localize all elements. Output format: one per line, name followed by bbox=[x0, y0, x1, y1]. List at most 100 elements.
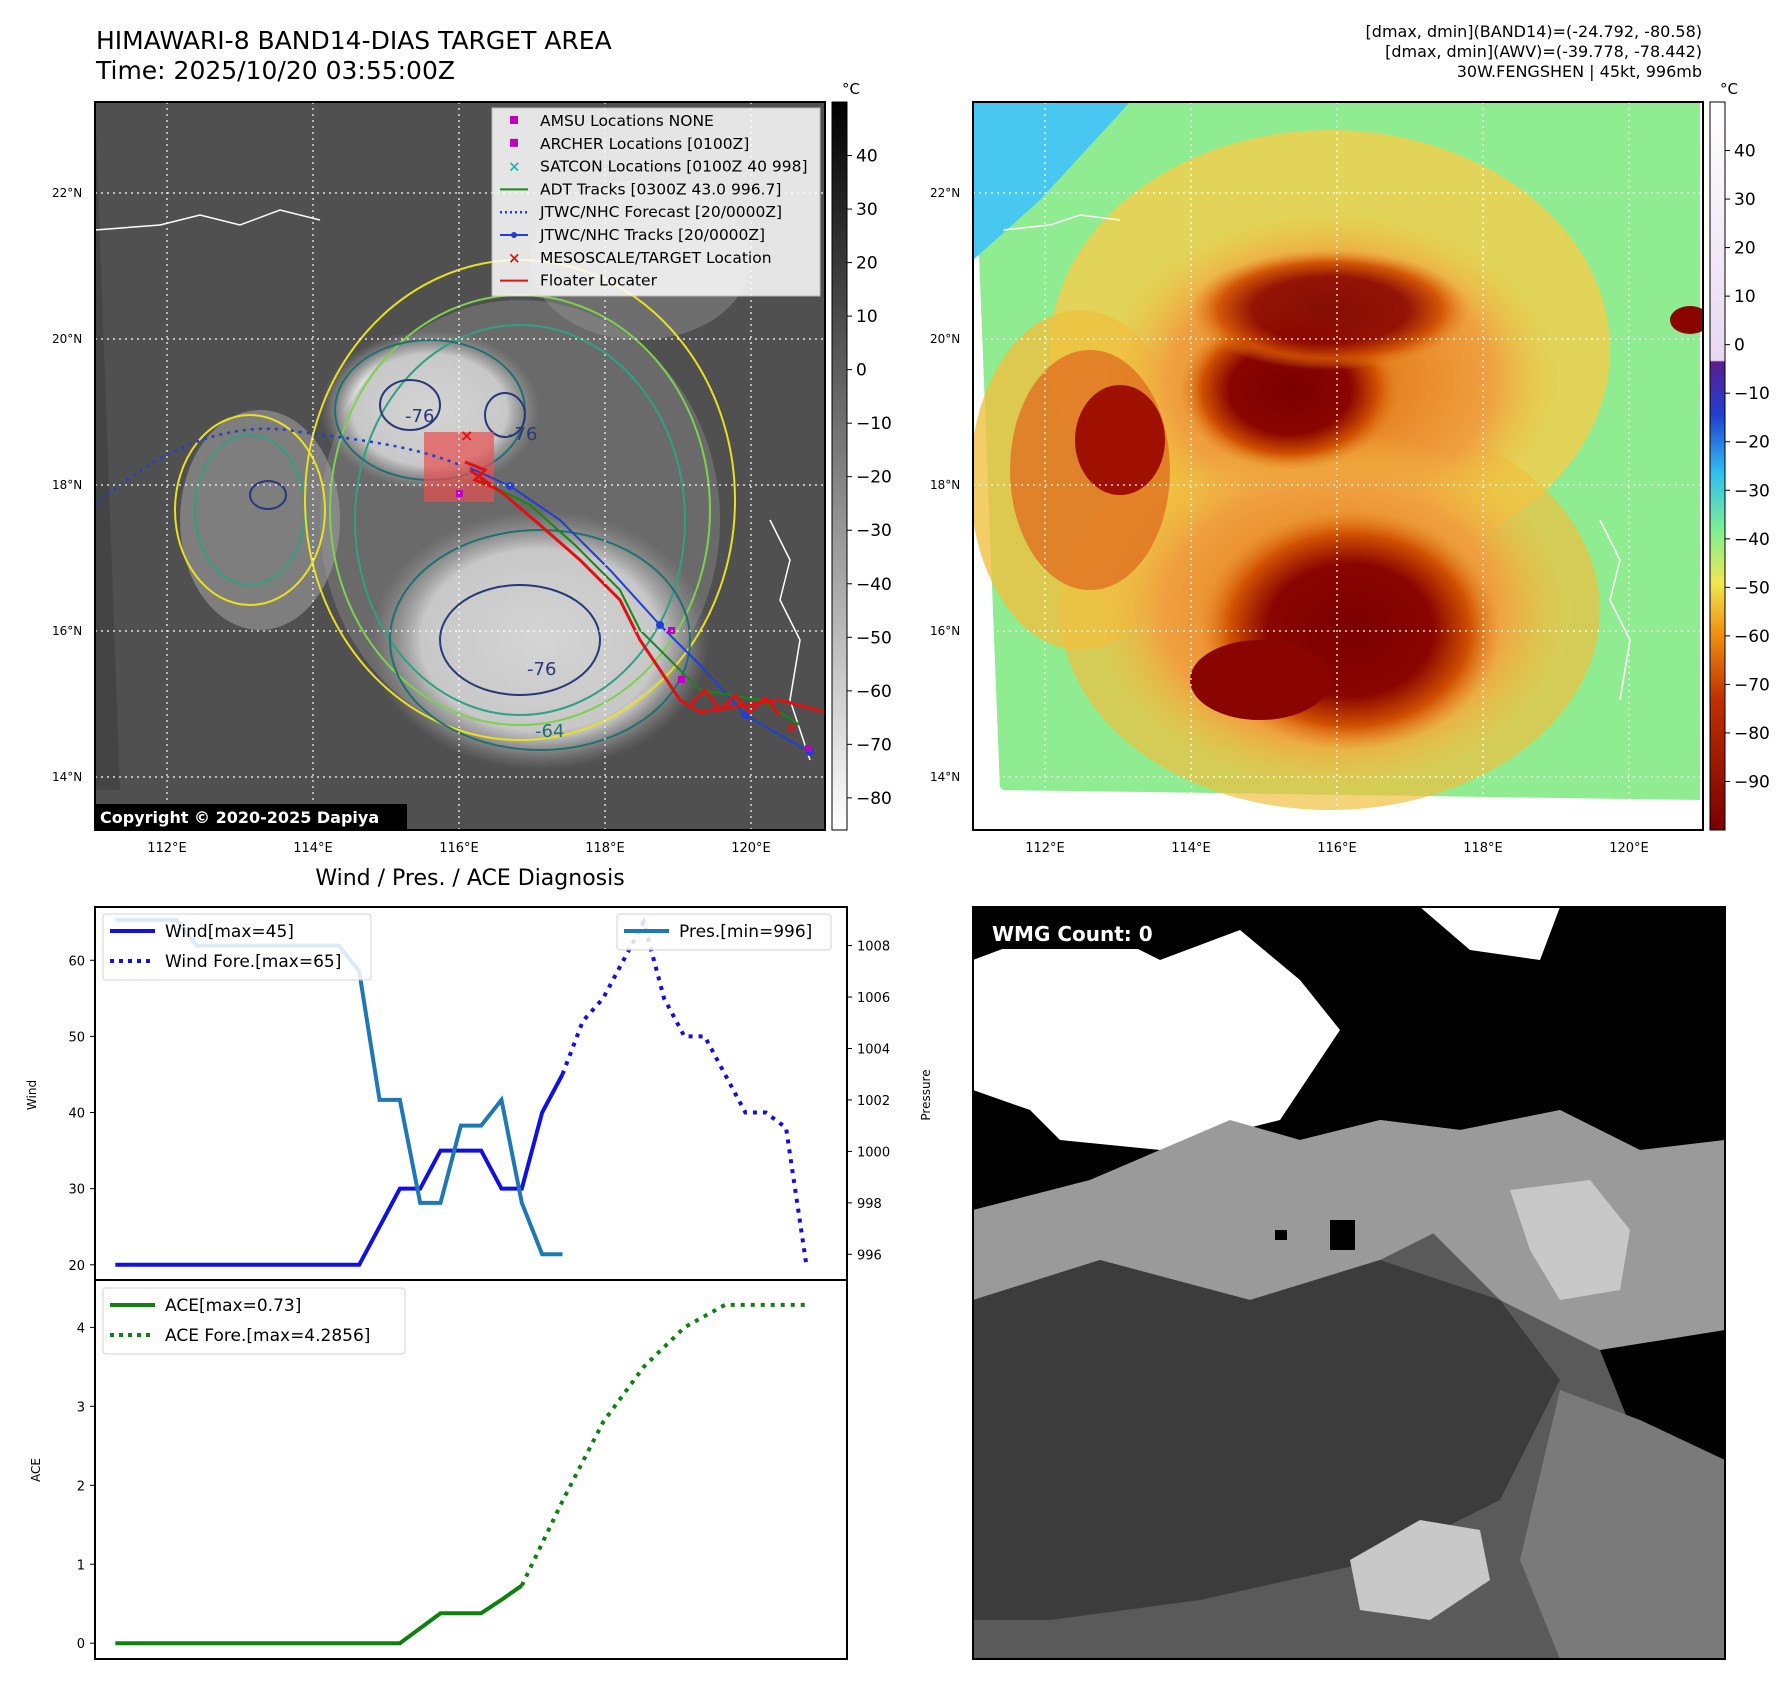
wind-tick: 60 bbox=[68, 954, 85, 969]
awv-lon-ticks: 112°E 114°E 116°E 118°E 120°E bbox=[1025, 841, 1649, 856]
ace-tick: 0 bbox=[77, 1637, 85, 1652]
colorbar-tick: 40 bbox=[856, 147, 878, 167]
colorbar-tick: −70 bbox=[856, 735, 892, 755]
ir-legend: AMSU Locations NONE ARCHER Locations [010… bbox=[491, 107, 821, 297]
series-line-0 bbox=[115, 1073, 565, 1267]
legend-wind: Wind[max=45] bbox=[165, 922, 294, 942]
lat-tick: 22°N bbox=[930, 186, 960, 200]
colorbar-tick: −30 bbox=[1734, 481, 1770, 501]
colorbar-tick: 0 bbox=[856, 361, 867, 381]
colorbar-tick: −60 bbox=[856, 682, 892, 702]
colorbar-tick: −60 bbox=[1734, 627, 1770, 647]
legend-entry: SATCON Locations [0100Z 40 998] bbox=[540, 158, 808, 176]
wmg-panel: WMG Count: 0 bbox=[972, 906, 1726, 1660]
legend-entry: JTWC/NHC Forecast [20/0000Z] bbox=[539, 203, 782, 221]
lon-tick: 120°E bbox=[731, 841, 771, 856]
contour-label: -64 bbox=[535, 721, 564, 742]
colorbar-tick: 20 bbox=[856, 254, 878, 274]
ace-axis-label: ACE bbox=[29, 1458, 43, 1482]
contour-label: -76 bbox=[508, 424, 537, 445]
pressure-tick: 1002 bbox=[857, 1094, 890, 1109]
ir-colorbar bbox=[831, 101, 848, 831]
wind-axis-label: Wind bbox=[25, 1080, 39, 1110]
colorbar-tick: −50 bbox=[856, 628, 892, 648]
awv-lat-ticks: 22°N 20°N 18°N 16°N 14°N bbox=[930, 186, 960, 784]
chart-title: Wind / Pres. / ACE Diagnosis bbox=[315, 866, 624, 891]
colorbar-tick: 40 bbox=[1734, 142, 1756, 162]
figure-title: HIMAWARI-8 BAND14-DIAS TARGET AREA Time:… bbox=[96, 26, 612, 86]
colorbar-tick: −90 bbox=[1734, 772, 1770, 792]
colorbar-tick: 10 bbox=[856, 307, 878, 327]
legend-marker-icon bbox=[510, 116, 518, 124]
colorbar-tick: −20 bbox=[856, 468, 892, 488]
lon-tick: 116°E bbox=[439, 841, 479, 856]
ace-tick: 3 bbox=[77, 1400, 85, 1415]
wind-tick: 50 bbox=[68, 1030, 85, 1045]
ir-lon-ticks: 112°E 114°E 116°E 118°E 120°E bbox=[147, 841, 771, 856]
awv-colorbar-unit: °C bbox=[1720, 80, 1738, 98]
lon-tick: 116°E bbox=[1317, 841, 1357, 856]
info-storm: 30W.FENGSHEN | 45kt, 996mb bbox=[1456, 62, 1702, 81]
ir-panel: -76 -76 -76 -64 bbox=[52, 80, 892, 856]
legend-ace: ACE[max=0.73] bbox=[165, 1296, 301, 1316]
contour-label: -76 bbox=[527, 659, 556, 680]
svg-text:×: × bbox=[785, 718, 798, 737]
lat-tick: 18°N bbox=[930, 478, 960, 492]
colorbar-tick: 20 bbox=[1734, 239, 1756, 259]
lat-tick: 20°N bbox=[52, 332, 82, 346]
lat-tick: 16°N bbox=[930, 624, 960, 638]
pressure-tick: 1000 bbox=[857, 1145, 890, 1160]
wmg-count-badge: WMG Count: 0 bbox=[992, 922, 1153, 946]
ace-chart: ACE 0 1 2 3 4 ACE[max=0.73] ACE Fore.[max=4.… bbox=[29, 1279, 848, 1660]
ace-tick: 2 bbox=[77, 1479, 85, 1494]
legend-marker-icon: × bbox=[508, 158, 521, 176]
lon-tick: 118°E bbox=[1463, 841, 1503, 856]
legend-entry: MESOSCALE/TARGET Location bbox=[540, 249, 772, 267]
lon-tick: 112°E bbox=[147, 841, 187, 856]
svg-text:×: × bbox=[460, 426, 473, 445]
lat-tick: 20°N bbox=[930, 332, 960, 346]
pressure-tick: 998 bbox=[857, 1197, 882, 1212]
ir-colorbar-unit: °C bbox=[842, 80, 860, 98]
pressure-tick: 996 bbox=[857, 1248, 882, 1263]
colorbar-tick: −40 bbox=[1734, 530, 1770, 550]
colorbar-tick: −80 bbox=[1734, 724, 1770, 744]
ir-lat-ticks: 22°N 20°N 18°N 16°N 14°N bbox=[52, 186, 82, 784]
legend-marker-icon bbox=[510, 138, 518, 147]
wind-tick: 40 bbox=[68, 1107, 85, 1122]
pressure-axis-label: Pressure bbox=[919, 1069, 933, 1120]
legend-pressure: Pres.[min=996] bbox=[679, 922, 812, 942]
ace-tick: 1 bbox=[77, 1558, 85, 1573]
ace-line-0 bbox=[115, 1583, 523, 1646]
colorbar-tick: −80 bbox=[856, 789, 892, 809]
colorbar-tick: 10 bbox=[1734, 287, 1756, 307]
colorbar-tick: 30 bbox=[1734, 190, 1756, 210]
legend-entry: Floater Locater bbox=[540, 272, 658, 290]
lon-tick: 120°E bbox=[1609, 841, 1649, 856]
ace-tick: 4 bbox=[77, 1321, 85, 1336]
legend-entry: ADT Tracks [0300Z 43.0 996.7] bbox=[540, 180, 781, 198]
colorbar-tick: −30 bbox=[856, 521, 892, 541]
legend-wind-forecast: Wind Fore.[max=65] bbox=[165, 952, 341, 972]
pressure-tick: 1008 bbox=[857, 940, 890, 955]
legend-entry: AMSU Locations NONE bbox=[540, 112, 714, 130]
series-line-1 bbox=[560, 916, 809, 1266]
colorbar-tick: −40 bbox=[856, 575, 892, 595]
awv-panel: 22°N 20°N 18°N 16°N 14°N 112°E 114°E 116… bbox=[930, 80, 1770, 856]
pressure-tick: 1006 bbox=[857, 991, 890, 1006]
colorbar-tick: 0 bbox=[1734, 336, 1745, 356]
lat-tick: 18°N bbox=[52, 478, 82, 492]
lat-tick: 14°N bbox=[52, 770, 82, 784]
contour-label: -76 bbox=[405, 406, 434, 427]
figure-time: Time: 2025/10/20 03:55:00Z bbox=[96, 56, 455, 85]
lon-tick: 112°E bbox=[1025, 841, 1065, 856]
ace-legend: ACE[max=0.73] ACE Fore.[max=4.2856] bbox=[102, 1287, 406, 1355]
wind-legend: Wind[max=45] Wind Fore.[max=65] Pres.[mi… bbox=[102, 913, 832, 981]
info-band14: [dmax, dmin](BAND14)=(-24.792, -80.58) bbox=[1365, 22, 1702, 41]
lat-tick: 14°N bbox=[930, 770, 960, 784]
awv-colorbar bbox=[1709, 101, 1726, 831]
pressure-tick: 1004 bbox=[857, 1042, 890, 1057]
wind-tick: 20 bbox=[68, 1259, 85, 1274]
legend-marker-icon bbox=[511, 232, 517, 238]
